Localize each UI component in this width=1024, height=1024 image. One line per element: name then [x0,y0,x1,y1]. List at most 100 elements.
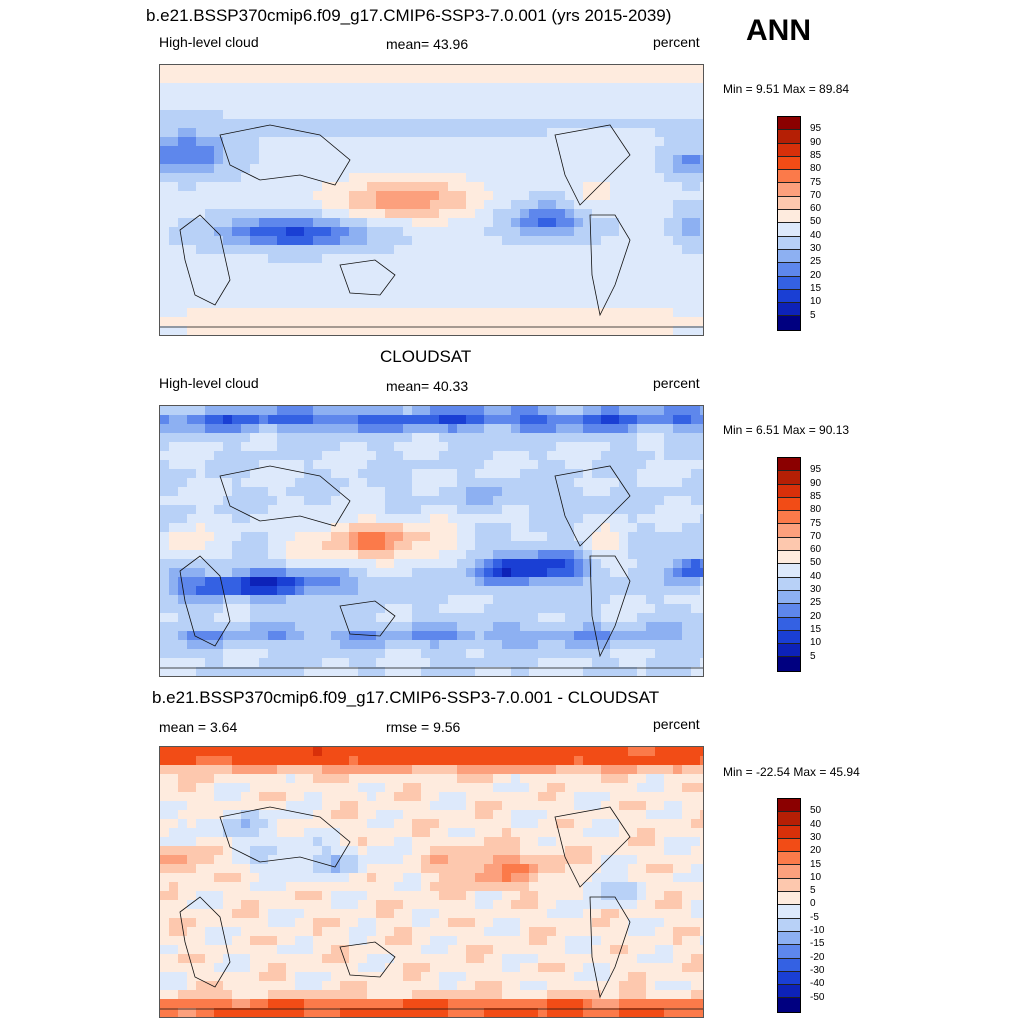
contour-cell [511,92,521,102]
contour-cell [511,263,521,273]
contour-cell [619,415,629,425]
contour-cell [412,415,422,425]
contour-cell [565,891,575,901]
contour-cell [232,424,242,434]
contour-cell [691,245,701,255]
contour-cell [610,119,620,129]
contour-cell [241,290,251,300]
contour-cell [511,595,521,605]
contour-cell [691,487,701,497]
contour-cell [439,469,449,479]
contour-cell [286,622,296,632]
contour-cell [223,649,233,659]
contour-cell [565,864,575,874]
contour-cell [259,442,269,452]
contour-cell [178,209,188,219]
contour-cell [205,101,215,111]
contour-cell [394,568,404,578]
contour-cell [664,855,674,865]
contour-cell [403,640,413,650]
contour-cell [322,667,332,676]
contour-cell [169,164,179,174]
contour-cell [304,254,314,264]
contour-cell [466,317,476,327]
contour-cell [691,406,701,416]
contour-cell [475,218,485,228]
contour-cell [628,523,638,533]
contour-cell [259,801,269,811]
contour-cell [376,469,386,479]
contour-cell [673,828,683,838]
contour-cell [277,442,287,452]
contour-cell [340,65,350,75]
contour-cell [538,83,548,93]
contour-cell [475,272,485,282]
contour-cell [340,227,350,237]
contour-cell [538,792,548,802]
contour-cell [385,909,395,919]
colorbar-segment [778,183,800,197]
contour-cell [214,765,224,775]
contour-cell [466,478,476,488]
contour-cell [169,792,179,802]
contour-cell [160,263,170,273]
contour-cell [601,442,611,452]
contour-cell [574,541,584,551]
contour-cell [538,891,548,901]
contour-cell [448,487,458,497]
contour-cell [646,218,656,228]
contour-cell [457,92,467,102]
contour-cell [187,595,197,605]
contour-cell [241,505,251,515]
contour-cell [556,74,566,84]
contour-cell [466,577,476,587]
contour-cell [322,469,332,479]
contour-cell [259,505,269,515]
contour-cell [286,65,296,75]
contour-cell [547,882,557,892]
contour-cell [286,164,296,174]
contour-cell [169,828,179,838]
contour-cell [430,604,440,614]
contour-cell [628,164,638,174]
contour-cell [493,173,503,183]
contour-cell [160,631,170,641]
contour-cell [619,74,629,84]
contour-cell [700,649,703,659]
contour-cell [223,182,233,192]
contour-cell [439,837,449,847]
contour-cell [619,765,629,775]
contour-cell [520,801,530,811]
contour-cell [547,487,557,497]
contour-cell [331,433,341,443]
contour-cell [394,783,404,793]
contour-cell [250,819,260,829]
contour-cell [664,514,674,524]
contour-cell [493,182,503,192]
panel-2-colorbar [777,457,801,672]
contour-cell [367,469,377,479]
contour-cell [475,631,485,641]
contour-cell [520,245,530,255]
contour-cell [592,622,602,632]
contour-cell [259,774,269,784]
contour-cell [682,783,692,793]
contour-cell [538,873,548,883]
contour-cell [502,577,512,587]
contour-cell [619,245,629,255]
contour-cell [475,200,485,210]
contour-cell [160,173,170,183]
contour-cell [619,290,629,300]
contour-cell [448,891,458,901]
contour-cell [430,505,440,515]
contour-cell [529,667,539,676]
contour-cell [646,783,656,793]
contour-cell [169,254,179,264]
contour-cell [457,110,467,120]
contour-cell [574,667,584,676]
contour-cell [178,227,188,237]
contour-cell [502,101,512,111]
contour-cell [322,801,332,811]
contour-cell [286,891,296,901]
contour-cell [529,658,539,668]
